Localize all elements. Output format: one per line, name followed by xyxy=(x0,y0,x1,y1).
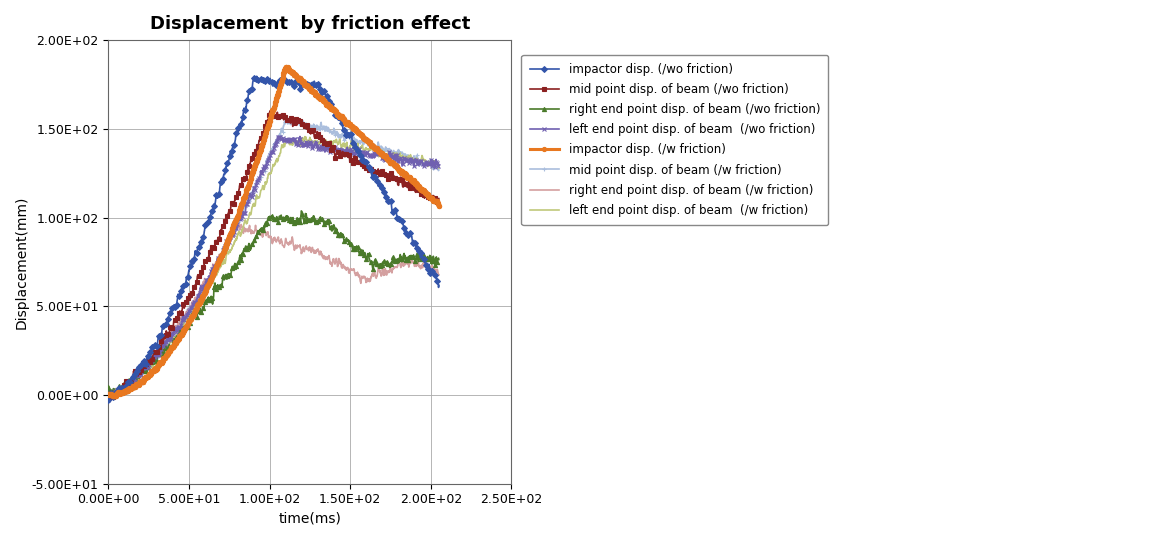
right end point disp. of beam (/w friction) xyxy=(157,338,171,344)
left end point disp. of beam  (/w friction) xyxy=(432,165,446,171)
left end point disp. of beam  (/w friction) xyxy=(275,143,289,149)
impactor disp. (/w friction) xyxy=(245,171,259,177)
impactor disp. (/wo friction) xyxy=(250,73,264,80)
mid point disp. of beam (/w friction) xyxy=(275,128,289,134)
right end point disp. of beam (/wo friction) xyxy=(101,384,115,390)
impactor disp. (/wo friction) xyxy=(157,322,171,329)
Line: right end point disp. of beam (/wo friction): right end point disp. of beam (/wo frict… xyxy=(106,209,440,399)
mid point disp. of beam (/w friction) xyxy=(432,167,446,173)
right end point disp. of beam (/wo friction) xyxy=(213,283,227,289)
left end point disp. of beam  (/wo friction) xyxy=(282,136,296,142)
mid point disp. of beam (/wo friction) xyxy=(432,195,446,202)
Legend: impactor disp. (/wo friction), mid point disp. of beam (/wo friction), right end: impactor disp. (/wo friction), mid point… xyxy=(522,55,829,225)
mid point disp. of beam (/wo friction) xyxy=(101,393,115,400)
mid point disp. of beam (/wo friction) xyxy=(213,231,227,237)
right end point disp. of beam (/wo friction) xyxy=(145,359,159,365)
left end point disp. of beam  (/wo friction) xyxy=(101,397,115,403)
mid point disp. of beam (/w friction) xyxy=(245,189,259,195)
left end point disp. of beam  (/w friction) xyxy=(297,134,311,140)
right end point disp. of beam (/wo friction) xyxy=(108,393,122,400)
left end point disp. of beam  (/w friction) xyxy=(145,365,159,372)
right end point disp. of beam (/w friction) xyxy=(275,242,289,249)
left end point disp. of beam  (/wo friction) xyxy=(432,161,446,168)
impactor disp. (/w friction) xyxy=(101,391,115,398)
impactor disp. (/w friction) xyxy=(157,355,171,361)
right end point disp. of beam (/wo friction) xyxy=(282,217,296,223)
Title: Displacement  by friction effect: Displacement by friction effect xyxy=(150,15,471,33)
right end point disp. of beam (/w friction) xyxy=(282,240,296,246)
Line: impactor disp. (/w friction): impactor disp. (/w friction) xyxy=(106,65,440,399)
impactor disp. (/wo friction) xyxy=(432,282,446,288)
right end point disp. of beam (/w friction) xyxy=(101,392,115,399)
left end point disp. of beam  (/w friction) xyxy=(245,204,259,211)
impactor disp. (/wo friction) xyxy=(101,397,115,403)
X-axis label: time(ms): time(ms) xyxy=(279,512,342,526)
Line: left end point disp. of beam  (/w friction): left end point disp. of beam (/w frictio… xyxy=(108,137,439,397)
left end point disp. of beam  (/wo friction) xyxy=(145,358,159,364)
left end point disp. of beam  (/wo friction) xyxy=(245,194,259,200)
right end point disp. of beam (/wo friction) xyxy=(157,346,171,352)
mid point disp. of beam (/wo friction) xyxy=(157,334,171,341)
mid point disp. of beam (/w friction) xyxy=(157,341,171,347)
right end point disp. of beam (/w friction) xyxy=(213,252,227,258)
mid point disp. of beam (/w friction) xyxy=(213,256,227,263)
right end point disp. of beam (/w friction) xyxy=(145,355,159,362)
impactor disp. (/wo friction) xyxy=(275,77,289,84)
right end point disp. of beam (/w friction) xyxy=(245,230,259,236)
mid point disp. of beam (/wo friction) xyxy=(145,355,159,362)
right end point disp. of beam (/wo friction) xyxy=(275,216,289,222)
mid point disp. of beam (/wo friction) xyxy=(109,394,123,400)
mid point disp. of beam (/wo friction) xyxy=(245,158,259,164)
left end point disp. of beam  (/w friction) xyxy=(282,141,296,147)
Y-axis label: Displacement(mm): Displacement(mm) xyxy=(15,195,29,328)
impactor disp. (/w friction) xyxy=(282,67,296,74)
mid point disp. of beam (/wo friction) xyxy=(263,108,277,114)
left end point disp. of beam  (/w friction) xyxy=(213,263,227,269)
left end point disp. of beam  (/wo friction) xyxy=(213,255,227,261)
impactor disp. (/wo friction) xyxy=(282,79,296,85)
right end point disp. of beam (/wo friction) xyxy=(245,240,259,247)
Line: impactor disp. (/wo friction): impactor disp. (/wo friction) xyxy=(106,74,440,402)
impactor disp. (/w friction) xyxy=(275,76,289,82)
impactor disp. (/wo friction) xyxy=(245,85,259,92)
impactor disp. (/w friction) xyxy=(279,64,293,70)
left end point disp. of beam  (/w friction) xyxy=(101,387,115,394)
Line: mid point disp. of beam (/w friction): mid point disp. of beam (/w friction) xyxy=(106,116,440,402)
left end point disp. of beam  (/wo friction) xyxy=(275,136,289,142)
mid point disp. of beam (/w friction) xyxy=(282,117,296,124)
impactor disp. (/wo friction) xyxy=(213,186,227,192)
right end point disp. of beam (/wo friction) xyxy=(432,256,446,263)
left end point disp. of beam  (/wo friction) xyxy=(293,133,307,140)
Line: right end point disp. of beam (/w friction): right end point disp. of beam (/w fricti… xyxy=(108,224,439,397)
right end point disp. of beam (/wo friction) xyxy=(294,208,308,214)
impactor disp. (/wo friction) xyxy=(145,344,159,351)
Line: mid point disp. of beam (/wo friction): mid point disp. of beam (/wo friction) xyxy=(106,109,440,399)
right end point disp. of beam (/w friction) xyxy=(102,393,116,400)
impactor disp. (/w friction) xyxy=(145,367,159,374)
Line: left end point disp. of beam  (/wo friction): left end point disp. of beam (/wo fricti… xyxy=(106,134,440,402)
left end point disp. of beam  (/wo friction) xyxy=(157,344,171,351)
left end point disp. of beam  (/w friction) xyxy=(157,346,171,353)
impactor disp. (/w friction) xyxy=(432,203,446,209)
mid point disp. of beam (/w friction) xyxy=(101,397,115,403)
mid point disp. of beam (/w friction) xyxy=(279,115,293,121)
right end point disp. of beam (/w friction) xyxy=(432,272,446,278)
mid point disp. of beam (/wo friction) xyxy=(282,118,296,125)
left end point disp. of beam  (/w friction) xyxy=(107,394,121,400)
impactor disp. (/w friction) xyxy=(108,393,122,400)
impactor disp. (/w friction) xyxy=(213,255,227,262)
mid point disp. of beam (/wo friction) xyxy=(275,111,289,118)
mid point disp. of beam (/w friction) xyxy=(145,356,159,362)
right end point disp. of beam (/w friction) xyxy=(231,221,245,227)
